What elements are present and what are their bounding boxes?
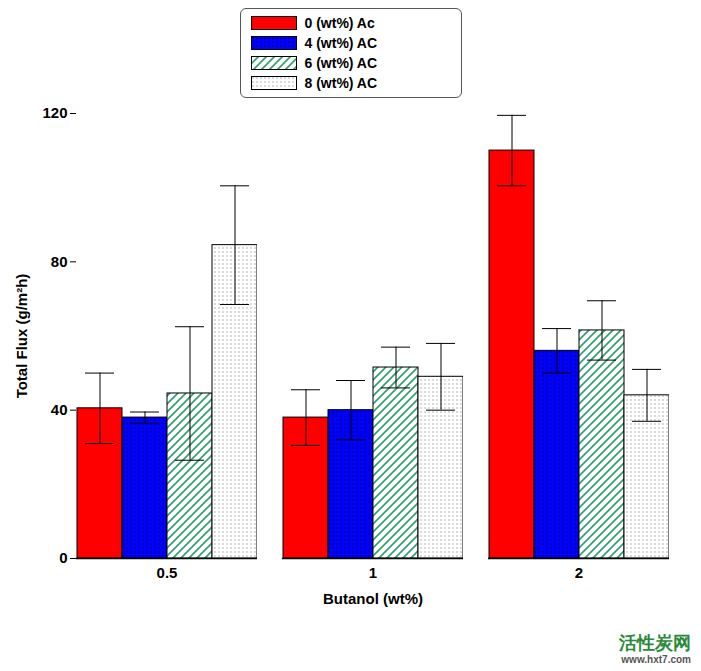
html-text:8 (wt%) AC: 8 (wt%) AC <box>304 75 378 91</box>
html-text:www.hxt7.com: www.hxt7.com <box>621 654 691 665</box>
html-text:4 (wt%) AC: 4 (wt%) AC <box>304 35 378 51</box>
html-text:0 (wt%) Ac: 0 (wt%) Ac <box>304 15 375 31</box>
html-text:活性炭网: 活性炭网 <box>619 633 691 654</box>
svg-text:1: 1 <box>369 564 377 581</box>
svg-text:40: 40 <box>51 401 68 418</box>
svg-text:0.5: 0.5 <box>157 564 178 581</box>
svg-text:Total Flux (g/m²h): Total Flux (g/m²h) <box>13 274 30 399</box>
svg-text:2: 2 <box>575 564 583 581</box>
html-text:6 (wt%) AC: 6 (wt%) AC <box>304 55 378 71</box>
svg-text:0: 0 <box>59 549 67 566</box>
svg-text:Butanol (wt%): Butanol (wt%) <box>323 590 423 607</box>
svg-text:120: 120 <box>42 104 67 121</box>
svg-text:80: 80 <box>51 253 68 270</box>
